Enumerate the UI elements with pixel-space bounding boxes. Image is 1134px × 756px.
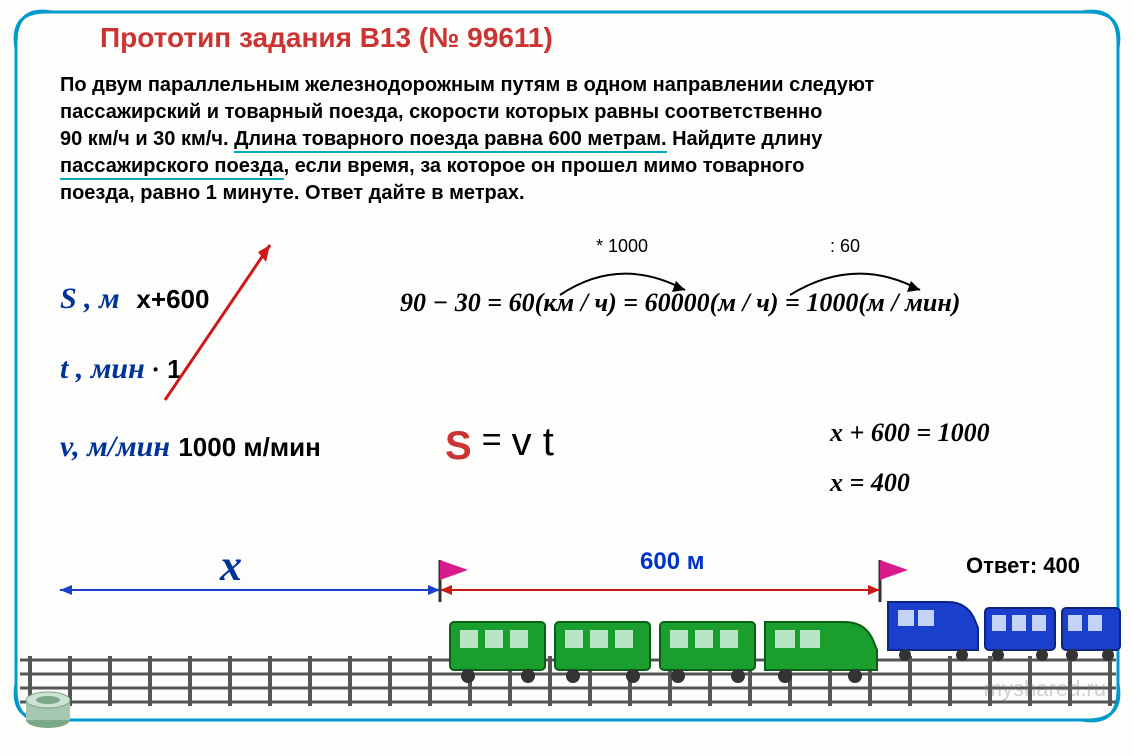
formula-vt: v t	[512, 420, 554, 464]
conversion-div: : 60	[830, 236, 860, 257]
solution-eq2: x = 400	[830, 468, 910, 498]
problem-line3a: 90 км/ч и 30 км/ч.	[60, 128, 234, 150]
passenger-train	[888, 602, 1120, 661]
formula-s: S	[445, 424, 472, 468]
track-lower	[20, 688, 1116, 702]
var-s-label: S , м	[60, 282, 120, 315]
problem-line5: поезда, равно 1 минуте. Ответ дайте в ме…	[60, 182, 525, 204]
var-v-val: 1000 м/мин	[178, 432, 320, 462]
conversion-mult: * 1000	[596, 236, 648, 257]
watermark: myshared.ru	[984, 676, 1106, 702]
formula: S = v t	[445, 420, 554, 469]
track-upper	[20, 660, 1116, 674]
problem-underline1: Длина товарного поезда равна 600 метрам.	[234, 128, 666, 153]
title: Прототип задания В13 (№ 99611)	[100, 22, 553, 54]
length-label: 600 м	[640, 548, 704, 576]
problem-line4b: , если время, за которое он прошел мимо …	[284, 155, 805, 177]
problem-line1: По двум параллельным железнодорожным пут…	[60, 74, 874, 96]
solution-eq1: x + 600 = 1000	[830, 418, 990, 448]
answer: Ответ: 400	[966, 553, 1080, 579]
problem-text: По двум параллельным железнодорожным пут…	[60, 72, 1074, 207]
var-v-label: v, м/мин	[60, 430, 170, 463]
problem-line3c: Найдите длину	[667, 128, 823, 150]
flag-right	[880, 560, 908, 602]
formula-eq: =	[482, 421, 502, 459]
flag-left	[440, 560, 468, 602]
speed-equation: 90 − 30 = 60(км / ч) = 60000(м / ч) = 10…	[400, 288, 960, 318]
freight-train	[450, 622, 877, 683]
problem-underline2: пассажирского поезда	[60, 155, 284, 180]
problem-line2: пассажирский и товарный поезда, скорости…	[60, 101, 822, 123]
var-t-val: 1	[160, 354, 182, 384]
var-t-label: t , мин	[60, 352, 145, 385]
nav-button[interactable]	[24, 690, 72, 730]
var-s-val: х+600	[136, 284, 209, 314]
var-s: S , м х+600	[60, 282, 209, 316]
var-t: t , мин · 1	[60, 352, 182, 386]
var-v: v, м/мин 1000 м/мин	[60, 430, 321, 464]
x-label: х	[220, 540, 242, 591]
